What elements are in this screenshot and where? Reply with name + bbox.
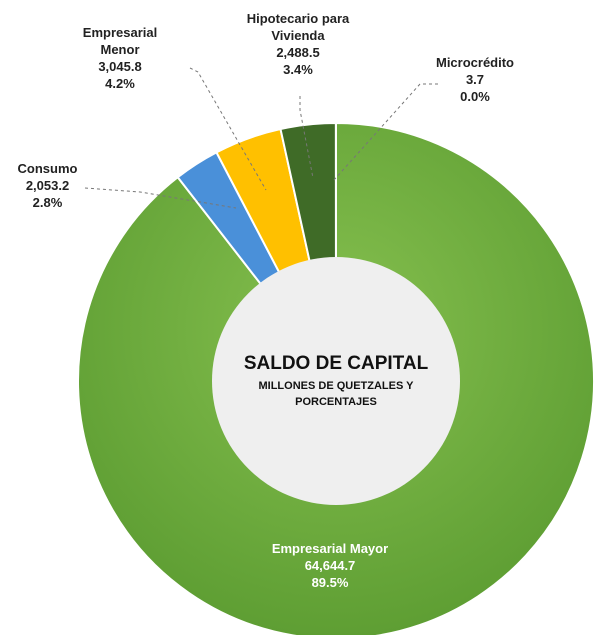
category: Empresarial Mayor xyxy=(271,541,389,556)
center-label: SALDO DE CAPITAL MILLONES DE QUETZALES Y… xyxy=(236,352,436,410)
center-subtitle: MILLONES DE QUETZALES Y PORCENTAJES xyxy=(258,380,414,408)
leader-line xyxy=(333,83,438,181)
slice-label: Empresarial Menor 3,045.8 4.2% xyxy=(70,24,170,92)
leader-line xyxy=(84,187,237,209)
leader-line xyxy=(189,67,267,191)
value-label: 3.7 xyxy=(465,72,485,87)
value-label: 2,488.5 xyxy=(276,45,320,60)
slice-label: Empresarial Mayor 64,644.7 89.5% xyxy=(270,540,390,591)
percentage-label: 0.0% xyxy=(460,89,490,104)
category: Hipotecario para Vivienda xyxy=(246,11,350,43)
slice xyxy=(77,121,595,635)
slice-label: Consumo 2,053.2 2.8% xyxy=(0,160,95,211)
slice-label: Hipotecario para Vivienda 2,488.5 3.4% xyxy=(228,10,368,78)
value-label: 3,045.8 xyxy=(98,59,142,74)
percentage-label: 4.2% xyxy=(105,76,135,91)
percentage-label: 2.8% xyxy=(32,195,63,210)
donut-hole xyxy=(212,257,460,505)
value-label: 64,644.7 xyxy=(304,558,356,573)
category: Microcrédito xyxy=(435,55,514,70)
leader-line xyxy=(299,96,314,179)
slice-label: Microcrédito 3.7 0.0% xyxy=(420,54,530,105)
value-label: 2,053.2 xyxy=(25,178,70,193)
center-title: SALDO DE CAPITAL xyxy=(243,353,429,374)
category: Consumo xyxy=(17,161,78,176)
percentage-label: 89.5% xyxy=(311,575,349,590)
category: Empresarial Menor xyxy=(82,25,158,57)
percentage-label: 3.4% xyxy=(283,62,313,77)
